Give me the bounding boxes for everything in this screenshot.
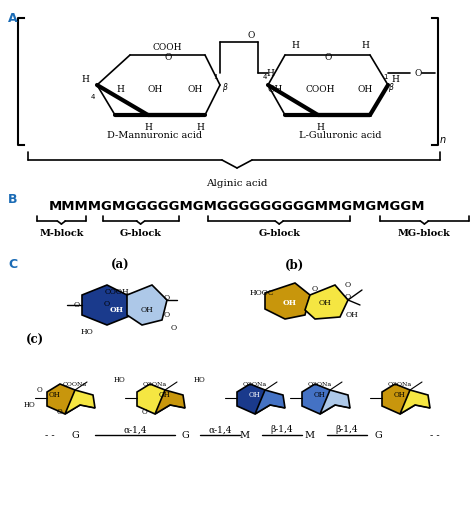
Polygon shape [65, 390, 95, 414]
Text: 1: 1 [213, 74, 217, 80]
Text: (a): (a) [111, 259, 129, 271]
Text: HO: HO [81, 328, 93, 336]
Text: O: O [345, 281, 351, 289]
Text: 4: 4 [91, 94, 95, 100]
Text: H: H [391, 76, 399, 85]
Text: O: O [414, 68, 422, 78]
Text: OH: OH [357, 86, 373, 95]
Text: O: O [164, 294, 170, 302]
Polygon shape [255, 390, 285, 414]
Text: O: O [345, 293, 351, 301]
Text: MG-block: MG-block [398, 230, 451, 239]
Text: H: H [291, 41, 299, 50]
Text: OH: OH [187, 86, 202, 95]
Text: G: G [181, 431, 189, 440]
Text: OH: OH [147, 86, 163, 95]
Text: OH: OH [283, 299, 297, 307]
Polygon shape [47, 384, 80, 414]
Polygon shape [82, 285, 132, 325]
Text: OH: OH [49, 391, 61, 399]
Text: COOH: COOH [152, 42, 182, 51]
Text: COONa: COONa [243, 382, 267, 388]
Polygon shape [305, 285, 348, 319]
Text: O: O [171, 324, 177, 332]
Text: O: O [164, 52, 172, 61]
Text: OH: OH [249, 391, 261, 399]
Polygon shape [127, 285, 167, 325]
Text: H: H [196, 123, 204, 132]
Text: O: O [324, 52, 332, 61]
Text: COONa: COONa [388, 382, 412, 388]
Text: H: H [266, 68, 274, 78]
Text: COOH: COOH [305, 86, 335, 95]
Polygon shape [320, 390, 350, 414]
Text: G-block: G-block [119, 230, 162, 239]
Text: HOOC: HOOC [250, 289, 274, 297]
Text: COONa: COONa [143, 382, 167, 388]
Text: OH: OH [346, 311, 358, 319]
Text: (b): (b) [285, 259, 305, 271]
Text: O: O [312, 285, 318, 293]
Text: H: H [361, 41, 369, 50]
Text: HO: HO [194, 376, 206, 384]
Text: - -: - - [430, 431, 440, 440]
Text: M: M [240, 431, 250, 440]
Text: G-block: G-block [258, 230, 300, 239]
Text: H: H [144, 123, 152, 132]
Text: OH: OH [267, 86, 283, 95]
Text: Alginic acid: Alginic acid [206, 178, 268, 187]
Text: H: H [116, 86, 124, 95]
Text: M: M [305, 431, 315, 440]
Text: β: β [388, 84, 392, 93]
Text: COONa: COONa [63, 382, 87, 388]
Polygon shape [155, 390, 185, 414]
Polygon shape [382, 384, 415, 414]
Text: 4: 4 [263, 74, 267, 80]
Text: HO: HO [24, 401, 36, 409]
Polygon shape [302, 384, 335, 414]
Text: β-1,4: β-1,4 [271, 425, 293, 434]
Text: OH: OH [394, 391, 406, 399]
Text: O: O [142, 408, 148, 416]
Text: β-1,4: β-1,4 [336, 425, 358, 434]
Text: OH: OH [110, 306, 124, 314]
Text: O: O [57, 408, 63, 416]
Text: H: H [316, 123, 324, 132]
Text: α-1,4: α-1,4 [208, 425, 232, 434]
Text: B: B [8, 193, 18, 206]
Text: O: O [247, 32, 255, 41]
Text: COOH: COOH [105, 288, 129, 296]
Text: D-Mannuronic acid: D-Mannuronic acid [108, 131, 202, 140]
Polygon shape [237, 384, 270, 414]
Text: OH: OH [319, 299, 331, 307]
Text: H: H [81, 76, 89, 85]
Text: G: G [71, 431, 79, 440]
Text: G: G [374, 431, 382, 440]
Text: OH: OH [141, 306, 154, 314]
Text: C: C [8, 258, 17, 271]
Text: n: n [440, 135, 446, 145]
Text: (c): (c) [26, 333, 44, 346]
Text: O: O [74, 301, 80, 309]
Text: A: A [8, 12, 18, 25]
Text: OH: OH [159, 391, 171, 399]
Text: O: O [164, 311, 170, 319]
Text: MMMMGMGGGGGMGMGGGGGGGGGMMGMGMGGM: MMMMGMGGGGGMGMGGGGGGGGGMMGMGMGGM [49, 200, 425, 214]
Text: M-block: M-block [39, 230, 83, 239]
Text: β: β [221, 83, 227, 92]
Text: HO: HO [114, 376, 126, 384]
Text: L-Guluronic acid: L-Guluronic acid [299, 131, 381, 140]
Polygon shape [137, 384, 170, 414]
Text: OH: OH [314, 391, 326, 399]
Polygon shape [400, 390, 430, 414]
Text: COONa: COONa [308, 382, 332, 388]
Text: - -: - - [45, 431, 55, 440]
Text: 1: 1 [383, 74, 387, 80]
Polygon shape [265, 283, 310, 319]
Text: α-1,4: α-1,4 [123, 425, 147, 434]
Text: O: O [104, 300, 110, 308]
Text: O: O [37, 386, 43, 394]
